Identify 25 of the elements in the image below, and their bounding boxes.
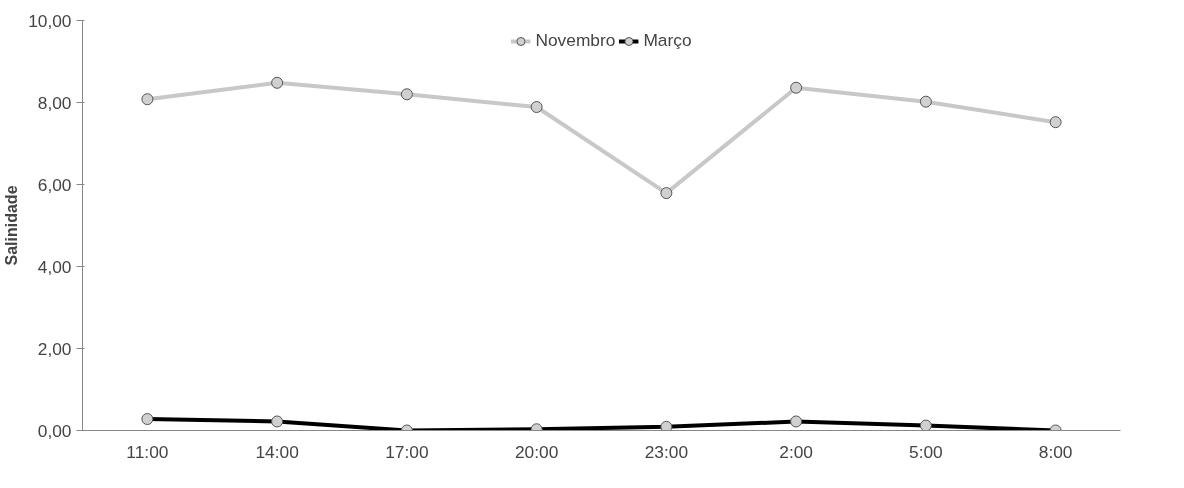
x-tick-label: 11:00: [126, 441, 169, 462]
x-tick-label: 14:00: [255, 441, 299, 462]
y-tick-label: 10,00: [28, 10, 72, 31]
legend-label: Novembro: [535, 30, 616, 51]
x-tick-label: 2:00: [779, 441, 813, 462]
y-tick-label: 4,00: [37, 256, 72, 277]
point: [919, 95, 932, 108]
point: [660, 187, 673, 200]
x-tick-label: 5:00: [909, 441, 943, 462]
point: [790, 81, 803, 94]
point: [271, 76, 284, 89]
point: [400, 88, 413, 101]
point: [1049, 116, 1062, 129]
y-tick-label: 0,00: [37, 420, 72, 441]
x-tick-label: 23:00: [644, 441, 689, 462]
y-tick-label: 6,00: [37, 174, 72, 195]
point: [530, 101, 543, 113]
x-tick-label: 20:00: [514, 441, 559, 462]
point: [141, 93, 154, 106]
y-tick-label: 2,00: [37, 338, 72, 359]
y-axis-title: Salinidade: [3, 185, 21, 266]
x-tick-label: 8:00: [1038, 441, 1073, 462]
x-tick-label: 17:00: [385, 441, 429, 462]
legend-label: Março: [643, 30, 692, 51]
y-tick-label: 8,00: [37, 92, 72, 113]
